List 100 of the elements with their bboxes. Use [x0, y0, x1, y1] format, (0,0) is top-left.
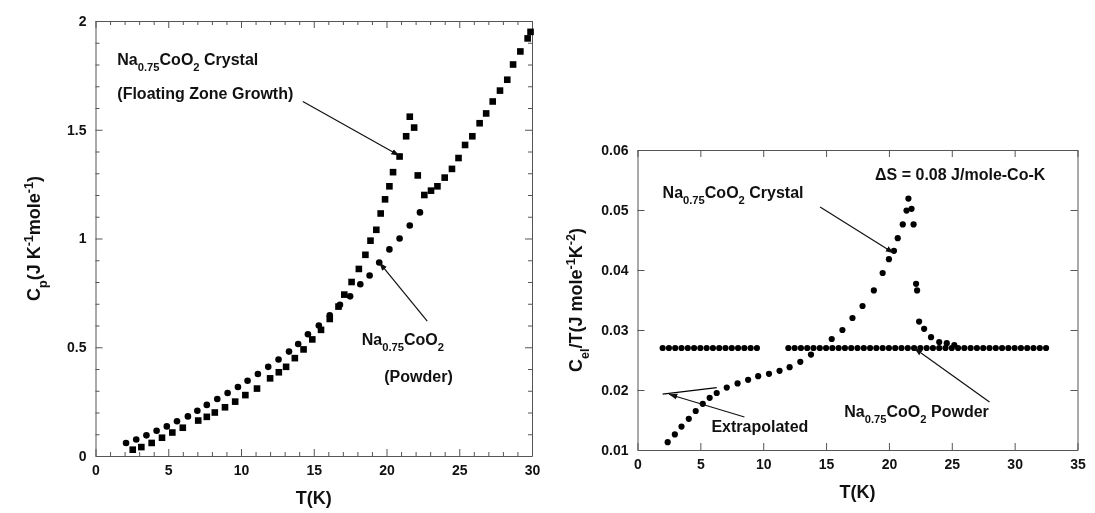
point: [810, 344, 817, 352]
point: [264, 363, 272, 371]
point: [879, 269, 886, 277]
point: [765, 370, 773, 377]
point: [153, 427, 160, 435]
point: [942, 344, 949, 352]
point: [912, 280, 920, 287]
x-tick-label: 15: [306, 461, 323, 478]
point: [242, 391, 249, 399]
point: [275, 356, 282, 363]
point: [873, 344, 880, 352]
point: [741, 344, 748, 352]
point: [785, 344, 792, 352]
y-tick-label: 0.04: [601, 261, 629, 278]
point: [1030, 344, 1037, 352]
point: [685, 415, 692, 422]
point: [221, 403, 229, 411]
point: [816, 344, 823, 352]
y-tick-label: 0.02: [601, 381, 629, 398]
point: [304, 330, 312, 338]
point: [434, 183, 441, 190]
point: [346, 293, 354, 300]
point: [936, 344, 943, 352]
point: [986, 344, 993, 352]
point: [722, 344, 729, 352]
point: [211, 409, 219, 416]
point: [414, 172, 422, 179]
point: [234, 383, 242, 391]
point: [898, 344, 905, 352]
point: [841, 344, 849, 352]
point: [169, 429, 176, 436]
point: [910, 221, 917, 228]
point: [406, 222, 414, 229]
point: [797, 358, 804, 365]
point: [879, 344, 886, 352]
y-tick-label: 0.05: [601, 201, 629, 218]
point: [807, 351, 815, 358]
point: [703, 344, 710, 352]
point: [275, 368, 283, 376]
y-tick-label: 1: [78, 230, 87, 247]
point: [692, 407, 699, 415]
point: [713, 389, 720, 397]
x-tick-label: 25: [944, 455, 961, 472]
point: [753, 344, 761, 352]
point: [348, 278, 355, 286]
point: [476, 119, 483, 127]
point: [410, 124, 418, 131]
point: [266, 375, 274, 382]
x-tick-label: 10: [233, 461, 250, 478]
point: [1005, 344, 1012, 352]
point: [482, 110, 490, 117]
point: [860, 344, 867, 352]
point: [786, 364, 793, 371]
point: [776, 367, 783, 374]
point: [829, 344, 836, 352]
point: [921, 325, 928, 332]
point: [517, 48, 524, 55]
point: [822, 344, 830, 352]
point: [980, 344, 987, 352]
point: [503, 76, 511, 84]
y-tick-label: 0.01: [601, 441, 629, 458]
point: [961, 344, 968, 352]
point: [373, 226, 380, 234]
y-tick-label: 0.5: [67, 339, 87, 356]
point: [244, 377, 251, 385]
point: [386, 246, 393, 253]
point: [300, 346, 307, 353]
point: [848, 344, 855, 352]
point: [184, 413, 192, 420]
point: [892, 344, 899, 352]
point: [973, 344, 981, 352]
point: [509, 61, 517, 68]
point: [678, 344, 685, 352]
y-tick-label: 1.5: [67, 121, 87, 138]
point: [253, 385, 261, 392]
point: [173, 417, 181, 425]
x-tick-label: 25: [451, 461, 468, 478]
point: [913, 287, 921, 294]
point: [455, 154, 462, 162]
point: [1042, 344, 1050, 352]
point: [357, 280, 364, 288]
x-tick-label: 15: [818, 455, 835, 472]
annotation: Na$_{0.75}$CoO$_{2}$ Crystal: [662, 184, 804, 206]
x-tick-label: 30: [1007, 455, 1024, 472]
point: [386, 183, 393, 190]
point: [179, 424, 187, 432]
point: [804, 344, 811, 352]
annotation: Na$_{0.75}$CoO$_{2}$ Powder: [844, 403, 989, 425]
annotation: (Floating Zone Growth): [117, 85, 294, 103]
point: [489, 98, 497, 105]
point: [929, 344, 937, 352]
point: [828, 335, 835, 343]
point: [366, 272, 373, 279]
point: [309, 336, 316, 343]
point: [362, 251, 369, 259]
x-tick-label: 5: [696, 455, 705, 472]
point: [1024, 344, 1031, 352]
point: [690, 344, 698, 352]
point: [716, 344, 723, 352]
point: [143, 432, 150, 439]
